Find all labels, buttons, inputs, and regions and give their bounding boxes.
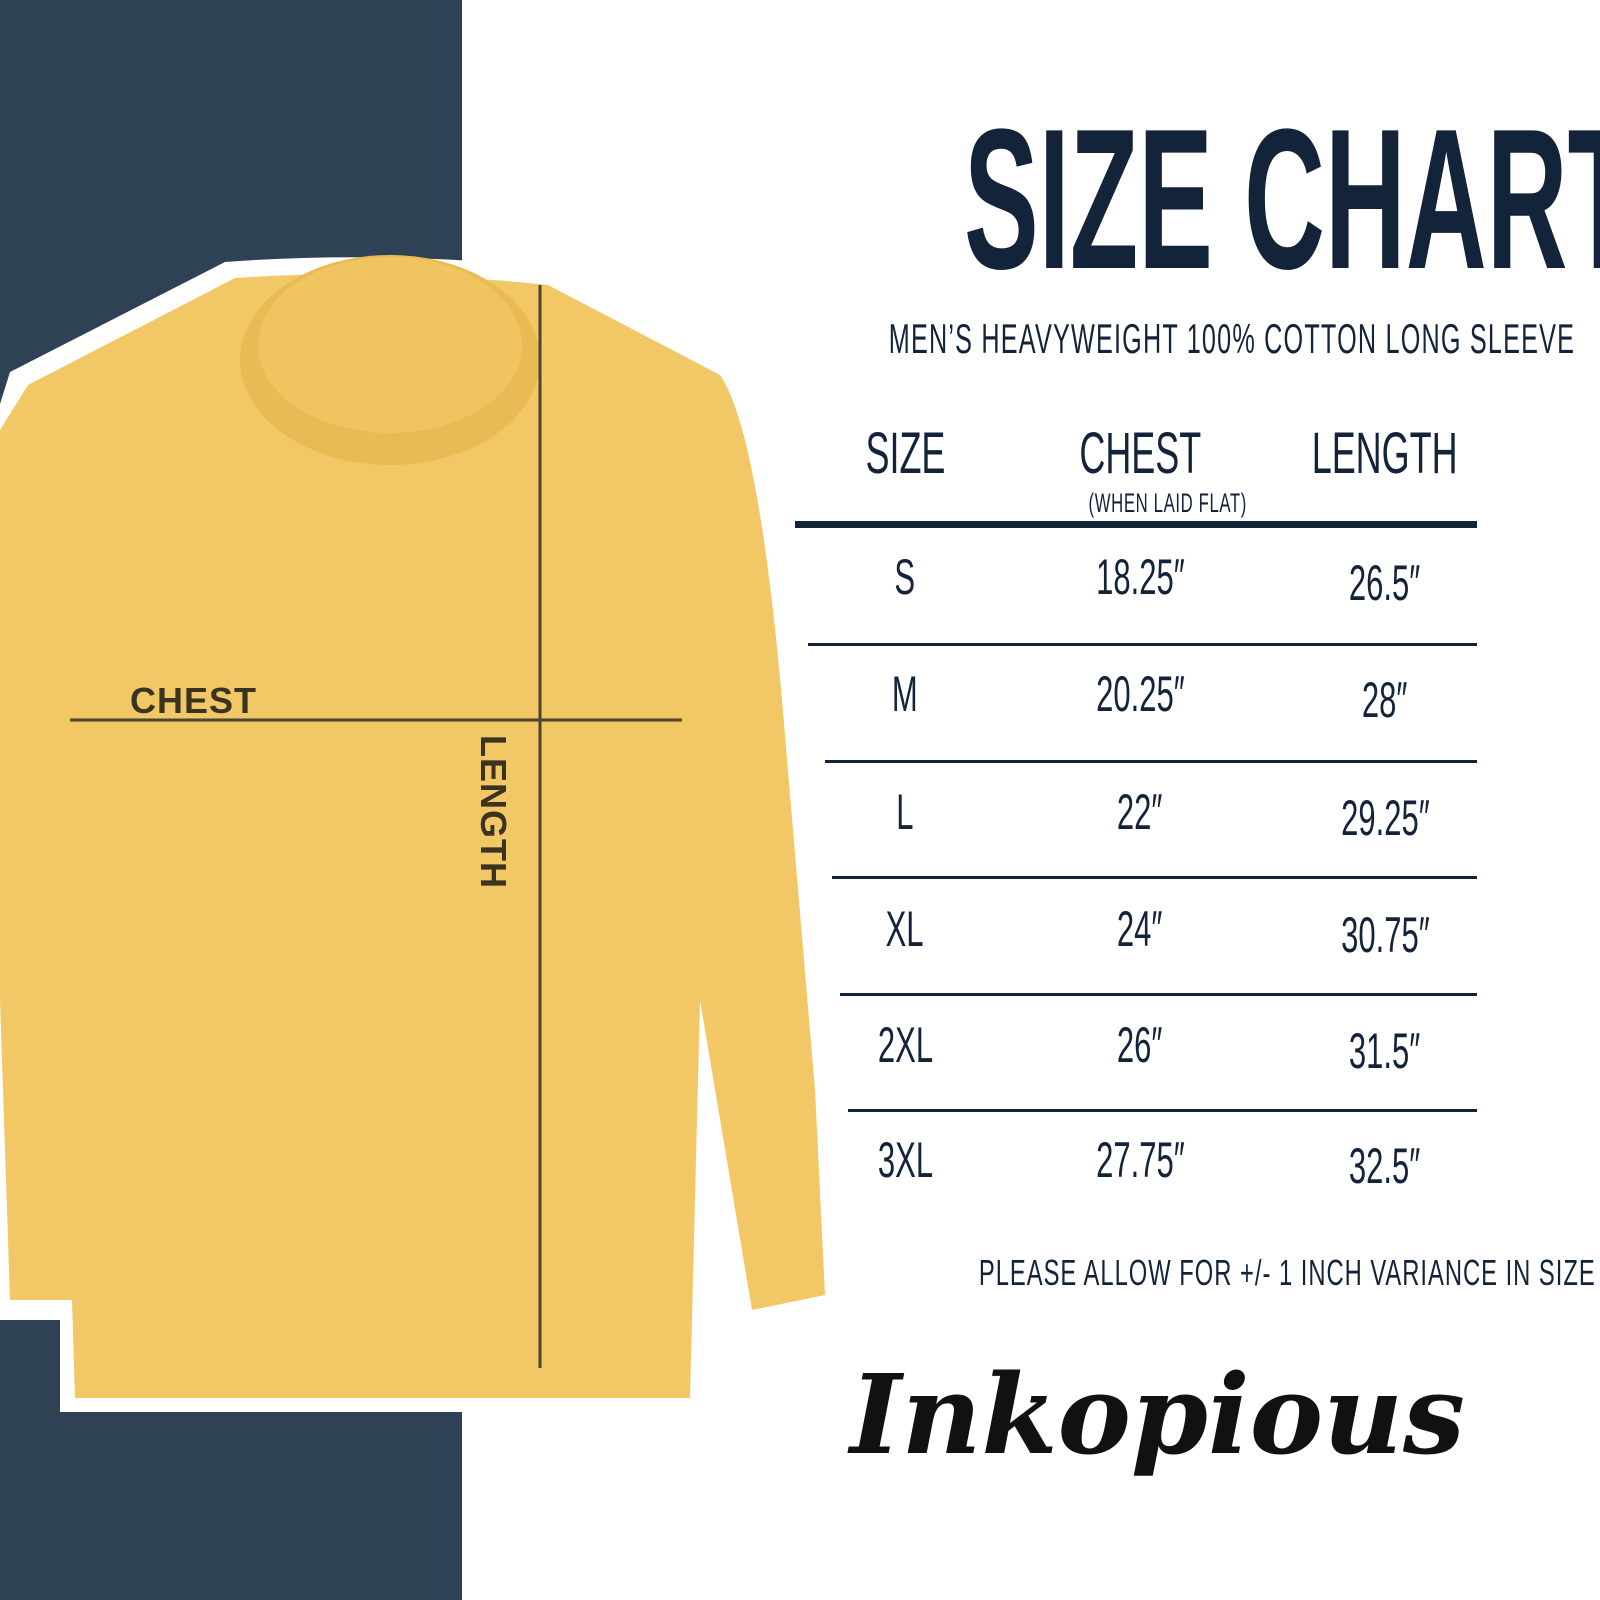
cell-chest: 20.25″: [1095, 666, 1185, 722]
chest-label: CHEST: [130, 680, 258, 721]
shirt-diagram: [0, 255, 845, 1412]
cell-chest: 27.75″: [1095, 1132, 1185, 1188]
cell-length: 32.5″: [1349, 1138, 1421, 1194]
row-divider: [848, 1109, 1477, 1112]
header-chest: CHEST: [1079, 421, 1201, 486]
header-size: SIZE: [865, 421, 945, 486]
product-subtitle: MEN’S HEAVYWEIGHT 100% COTTON LONG SLEEV…: [888, 315, 1576, 362]
cell-size: L: [896, 784, 914, 840]
cell-size: 3XL: [877, 1132, 933, 1188]
cell-chest: 24″: [1117, 901, 1163, 957]
cell-size: S: [894, 549, 916, 605]
brand-logo: Inkopious: [850, 1350, 1465, 1479]
shirt-body: [0, 274, 825, 1399]
cell-size: XL: [886, 901, 924, 957]
cell-chest: 22″: [1117, 784, 1163, 840]
cell-size: 2XL: [877, 1017, 933, 1073]
row-divider: [832, 876, 1477, 879]
page-title: SIZE CHART: [964, 88, 1600, 311]
cell-length: 29.25″: [1340, 790, 1430, 846]
row-divider: [840, 992, 1477, 996]
cell-length: 28″: [1362, 672, 1408, 728]
cell-length: 30.75″: [1340, 907, 1430, 963]
shirt-neck: [258, 257, 522, 433]
cell-chest: 18.25″: [1095, 549, 1185, 605]
length-label: LENGTH: [473, 735, 514, 889]
cell-length: 26.5″: [1349, 555, 1421, 611]
cell-length: 31.5″: [1349, 1023, 1421, 1079]
cell-size: M: [892, 666, 918, 722]
cell-chest: 26″: [1117, 1017, 1163, 1073]
row-divider: [825, 759, 1477, 763]
variance-note: PLEASE ALLOW FOR +/- 1 INCH VARIANCE IN …: [978, 1252, 1596, 1293]
row-divider: [808, 643, 1477, 646]
chest-note: (WHEN LAID FLAT): [1088, 488, 1248, 518]
header-length: LENGTH: [1312, 421, 1458, 486]
header-divider: [795, 521, 1477, 528]
